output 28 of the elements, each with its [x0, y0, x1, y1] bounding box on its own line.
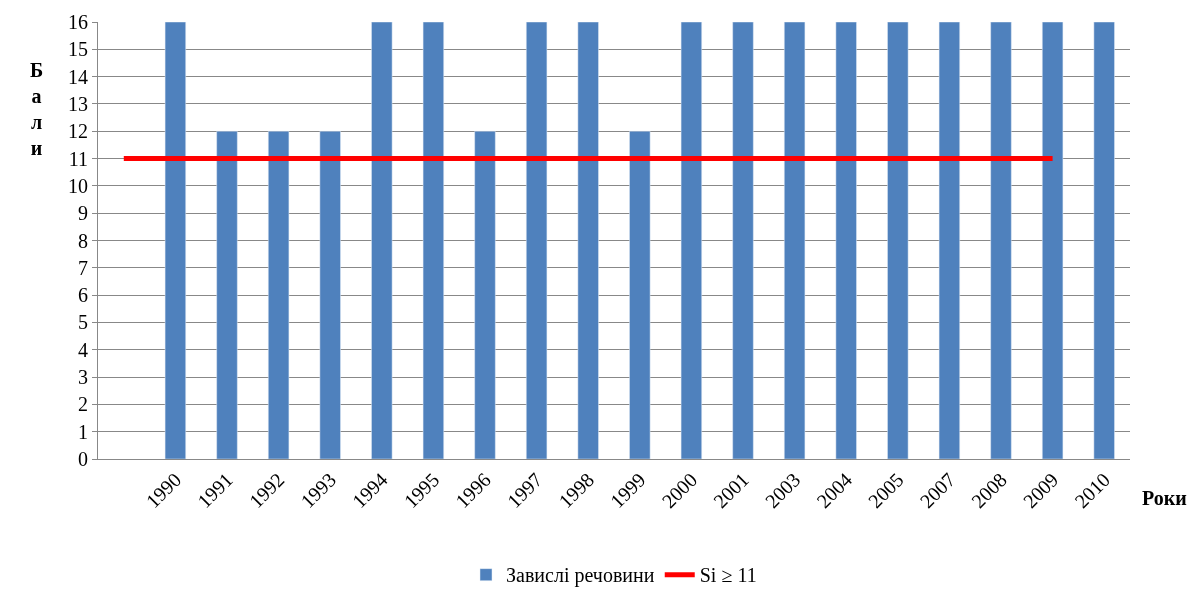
y-tick-label: 11 — [68, 147, 88, 170]
y-tick-label: 7 — [78, 256, 88, 279]
y-tick-label: 3 — [78, 366, 88, 389]
x-axis-title: Роки — [1142, 487, 1187, 509]
x-tick-label: 1998 — [554, 468, 599, 513]
y-axis-title: Бали — [30, 59, 44, 159]
y-tick-label: 12 — [68, 120, 88, 143]
y-tick-label: 16 — [68, 11, 88, 33]
x-tick-label: 1990 — [141, 468, 186, 513]
y-tick-label: 0 — [78, 448, 88, 470]
y-tick-label: 1 — [78, 420, 88, 443]
x-tick-label: 1991 — [193, 468, 237, 513]
y-tick-label: 10 — [68, 174, 88, 197]
x-tick-label: 1999 — [605, 468, 650, 513]
y-tick-label: 14 — [68, 65, 88, 88]
y-tick-label: 15 — [68, 38, 88, 61]
y-tick-label: 9 — [78, 202, 88, 225]
x-tick-label: 2001 — [709, 468, 753, 513]
x-tick-label: 1993 — [296, 468, 341, 513]
y-tick-label: 8 — [78, 229, 88, 252]
y-tick-label: 2 — [78, 393, 88, 416]
y-tick-label: 6 — [78, 284, 88, 307]
x-tick-label: 1992 — [244, 468, 289, 513]
y-tick-label: 13 — [68, 92, 88, 115]
y-tick-label: 4 — [78, 338, 88, 361]
legend-label: Si ≥ 11 — [699, 564, 757, 587]
y-tick-label: 5 — [78, 311, 88, 334]
legend-label: Завислі речовини — [506, 564, 655, 588]
